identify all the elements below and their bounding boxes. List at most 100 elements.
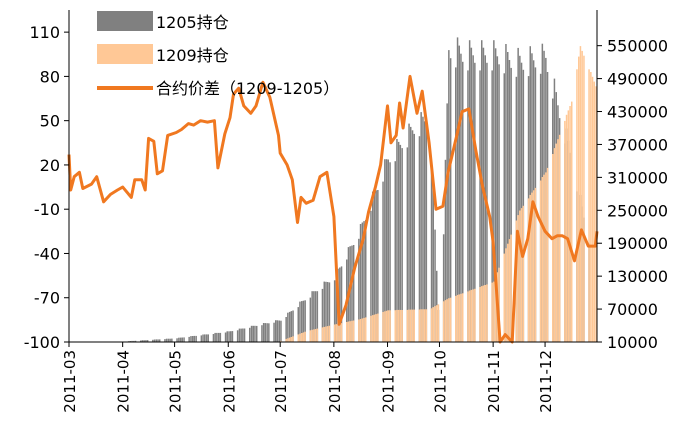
bar-1205-2011-08-16 — [359, 224, 362, 342]
bar-1205-2011-08-15 — [358, 238, 360, 342]
x-tick-label: 2011-08 — [326, 350, 344, 413]
bar-1209-2011-07-28 — [326, 326, 329, 342]
bar-1205-2011-06-09 — [242, 328, 244, 342]
bar-1209-2011-07-20 — [313, 329, 315, 342]
bar-1205-2011-09-12 — [406, 147, 409, 342]
bar-1209-2011-07-25 — [321, 327, 324, 342]
bar-1205-2011-09-06 — [396, 139, 398, 342]
bar-1205-2011-10-20 — [472, 55, 474, 343]
bar-1209-2011-07-07 — [290, 337, 293, 342]
right-tick-label: 190000 — [607, 234, 668, 253]
bar-1205-2011-07-13 — [301, 301, 303, 342]
bar-1209-2011-12-16 — [571, 101, 573, 342]
bar-1209-2011-09-15 — [411, 309, 414, 342]
bar-1209-2011-09-23 — [425, 309, 428, 342]
bar-1209-2011-09-13 — [408, 309, 410, 342]
bar-1209-2011-09-20 — [420, 309, 422, 342]
bar-1205-2011-06-15 — [252, 325, 254, 342]
bar-1205-2011-07-29 — [328, 282, 331, 342]
left-axis-ticks: 110 80 50 20 -10 -40 -70 -100 — [24, 23, 69, 352]
bar-1205-2011-04-22 — [159, 339, 161, 342]
bar-1205-2011-06-16 — [254, 325, 256, 342]
bar-1209-2011-10-19 — [470, 289, 473, 342]
right-tick-label: 130000 — [607, 267, 668, 286]
bar-1209-2011-11-23 — [531, 192, 533, 342]
bar-1205-2011-08-19 — [365, 220, 367, 342]
bar-1205-2011-10-25 — [481, 40, 483, 342]
bar-1209-2011-12-26 — [588, 69, 590, 343]
bar-1209-2011-12-20 — [578, 56, 580, 342]
bar-1205-2011-07-18 — [309, 297, 312, 342]
bar-1209-2011-12-05 — [552, 154, 554, 342]
bar-1209-2011-12-01 — [545, 172, 547, 342]
bar-1209-2011-10-07 — [449, 297, 452, 342]
left-tick-label: -10 — [34, 200, 60, 219]
axes — [68, 10, 598, 343]
bar-1205-2011-05-10 — [190, 336, 192, 342]
right-tick-label: 10000 — [607, 333, 658, 352]
x-tick-label: 2011-06 — [220, 350, 238, 413]
bar-1205-2011-04-27 — [167, 338, 170, 342]
bar-1205-2011-06-21 — [262, 323, 265, 342]
bar-1209-2011-11-24 — [532, 190, 535, 342]
bar-1205-2011-06-30 — [278, 320, 280, 342]
bar-1205-2011-11-02 — [494, 48, 497, 343]
series-1209-bars — [280, 46, 597, 343]
bar-1209-2011-07-29 — [328, 325, 331, 342]
left-tick-label: 110 — [29, 23, 60, 42]
bar-1209-2011-10-13 — [460, 293, 462, 342]
bar-1209-2011-09-07 — [397, 309, 400, 342]
bar-1209-2011-09-22 — [423, 309, 426, 342]
bar-1205-2011-04-07 — [133, 340, 135, 342]
left-tick-label: 80 — [40, 67, 60, 86]
bar-1205-2011-04-21 — [157, 339, 159, 342]
bar-1209-2011-12-22 — [581, 50, 583, 343]
bar-1209-2011-10-03 — [442, 301, 445, 342]
bar-1205-2011-09-27 — [432, 186, 434, 342]
bar-1205-2011-05-12 — [193, 335, 196, 342]
bar-1209-2011-07-08 — [292, 336, 294, 342]
bar-1205-2011-10-31 — [491, 70, 493, 343]
bar-1209-2011-10-06 — [448, 298, 450, 342]
bar-1205-2011-09-13 — [408, 123, 410, 342]
bar-1209-2011-08-16 — [359, 319, 362, 342]
bar-1209-2011-10-05 — [446, 299, 448, 342]
bar-1205-2011-08-05 — [340, 266, 343, 342]
bar-1209-2011-09-30 — [437, 304, 440, 342]
bar-1205-2011-10-24 — [479, 70, 481, 343]
bar-1205-2011-05-03 — [178, 337, 180, 342]
bar-1209-2011-12-12 — [564, 120, 566, 343]
bar-1205-2011-11-01 — [493, 40, 495, 342]
bar-1209-2011-11-29 — [541, 177, 544, 342]
bar-1205-2011-09-14 — [410, 126, 412, 343]
bar-1209-2011-12-27 — [590, 72, 592, 342]
legend-label-1209: 1209持仓 — [156, 46, 229, 65]
left-tick-label: -70 — [34, 289, 60, 308]
bar-1209-2011-07-05 — [287, 338, 289, 342]
bar-1205-2011-08-24 — [373, 190, 376, 342]
bar-1209-2011-12-30 — [595, 86, 597, 342]
x-tick-label: 2011-10 — [431, 350, 449, 413]
legend-swatch-1205 — [97, 11, 153, 31]
bar-1205-2011-09-22 — [423, 121, 426, 342]
bar-1205-2011-05-30 — [224, 332, 227, 342]
bar-1205-2011-06-01 — [228, 331, 230, 342]
bar-1205-2011-10-03 — [442, 234, 445, 342]
bar-1209-2011-09-28 — [434, 306, 436, 342]
bar-1205-2011-05-11 — [191, 336, 194, 342]
bar-1205-2011-06-17 — [256, 325, 258, 342]
bar-1205-2011-06-24 — [268, 323, 270, 342]
bar-1209-2011-10-10 — [455, 295, 457, 342]
bar-1209-2011-08-30 — [384, 311, 386, 342]
legend-swatch-1209 — [97, 44, 153, 64]
bar-1209-2011-12-06 — [553, 148, 556, 342]
bar-1205-2011-05-25 — [216, 332, 218, 342]
bar-1209-2011-08-02 — [335, 324, 338, 342]
bar-1205-2011-10-06 — [448, 50, 450, 342]
bar-1205-2011-07-25 — [321, 288, 324, 342]
left-tick-label: 20 — [40, 156, 60, 175]
right-tick-label: 550000 — [607, 37, 668, 56]
bar-1209-2011-12-02 — [546, 167, 549, 342]
bar-1205-2011-07-22 — [316, 291, 319, 342]
bar-1209-2011-11-11 — [510, 234, 512, 342]
